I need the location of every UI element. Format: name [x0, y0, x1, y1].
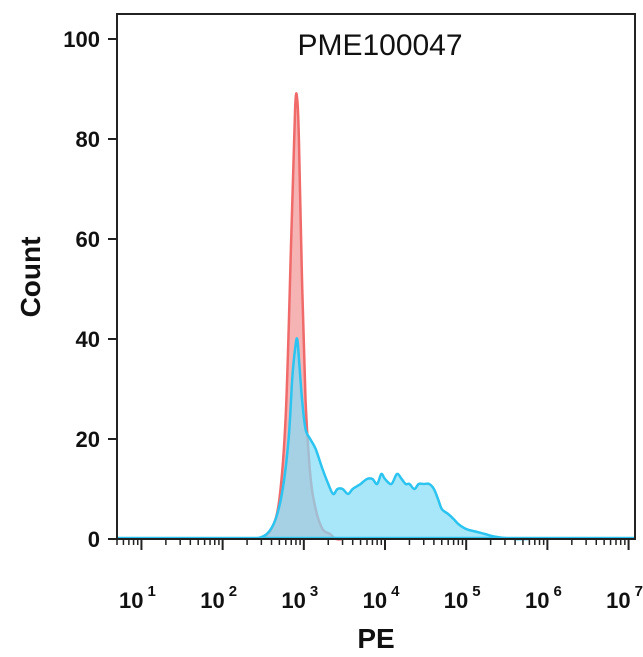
y-axis-title: Count [15, 237, 46, 318]
plot-frame [116, 13, 636, 540]
y-tick-label: 80 [76, 127, 100, 152]
y-tick-label: 40 [76, 327, 100, 352]
series-2-line [254, 337, 530, 541]
y-tick-label: 20 [76, 427, 100, 452]
x-tick-label: 10 5 [444, 583, 481, 613]
chart-title: PME100047 [297, 29, 462, 62]
x-axis-title: PE [357, 623, 394, 654]
y-axis: 0 20 40 60 80 100 [63, 27, 117, 552]
x-tick-label: 10 3 [281, 583, 318, 613]
series-2-area [254, 338, 530, 540]
x-tick-label: 10 2 [200, 583, 237, 613]
x-tick-label: 10 4 [363, 583, 400, 613]
y-tick-label: 0 [88, 527, 100, 552]
plot-area [117, 92, 635, 541]
x-tick-label: 10 1 [119, 583, 156, 613]
x-tick-label: 10 6 [525, 583, 562, 613]
x-tick-label: 10 7 [606, 583, 643, 613]
y-tick-label: 60 [76, 227, 100, 252]
x-axis: 10 1 10 2 10 3 10 4 10 5 10 6 10 7 [116, 539, 643, 613]
y-tick-label: 100 [63, 27, 100, 52]
